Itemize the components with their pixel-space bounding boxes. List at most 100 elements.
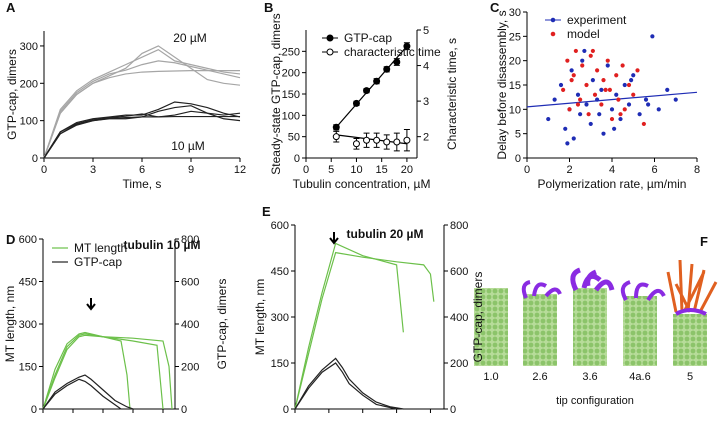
point xyxy=(656,107,661,112)
legend-marker xyxy=(326,48,334,56)
point xyxy=(393,138,401,146)
panel-label: D xyxy=(6,232,15,247)
chart-title: tubulin 10 µM xyxy=(124,238,201,252)
line xyxy=(43,60,241,159)
panel-label: B xyxy=(264,0,273,15)
x-tick-label: 6 xyxy=(651,164,657,176)
y2-tick-label: 400 xyxy=(450,312,468,324)
point xyxy=(332,133,340,141)
point xyxy=(609,116,615,122)
point xyxy=(646,102,651,107)
point xyxy=(607,87,612,92)
point xyxy=(637,112,642,117)
x-tick-label: 20 xyxy=(401,164,413,176)
y-tick-label: 50 xyxy=(288,132,300,144)
point xyxy=(650,34,655,39)
point xyxy=(601,131,606,136)
annotation: 20 µM xyxy=(173,31,207,45)
point xyxy=(561,87,566,92)
point xyxy=(552,97,557,102)
curl xyxy=(620,280,666,302)
x-tick-label: 12 xyxy=(234,164,246,176)
point xyxy=(575,102,581,107)
point xyxy=(629,78,634,83)
point xyxy=(635,68,640,73)
point xyxy=(599,102,604,107)
y-tick-label: 450 xyxy=(19,277,37,289)
point xyxy=(643,97,649,102)
y2-tick-label: 4 xyxy=(423,61,429,73)
chart-title: tubulin 20 µM xyxy=(347,227,424,241)
y2-tick-label: 200 xyxy=(181,362,199,374)
y2-tick-label: 600 xyxy=(181,277,199,289)
legend-label: MT length xyxy=(74,241,127,255)
point xyxy=(592,92,598,97)
point xyxy=(595,68,600,73)
x-tick-label: 9 xyxy=(188,164,194,176)
y2-tick-label: 3 xyxy=(423,96,429,108)
point xyxy=(595,97,600,102)
y2-tick-label: 5 xyxy=(423,25,429,37)
y-axis-label: Steady-state GTP-cap, dimers xyxy=(269,13,283,174)
point xyxy=(575,92,581,97)
point xyxy=(590,78,595,83)
line xyxy=(42,334,173,410)
y2-tick-label: 600 xyxy=(450,266,468,278)
point xyxy=(578,97,583,102)
y-tick-label: 100 xyxy=(282,110,300,122)
point xyxy=(563,126,568,131)
point xyxy=(573,48,578,54)
point xyxy=(363,87,371,95)
point xyxy=(626,102,632,107)
panel-label: C xyxy=(490,0,500,15)
point xyxy=(641,121,646,127)
y2-axis-label: GTP-cap, dimers xyxy=(471,272,485,363)
x-tick-label: 5 xyxy=(328,164,334,176)
y-tick-label: 200 xyxy=(282,68,300,80)
x-axis-label: Tubulin concentration, µM xyxy=(293,177,431,191)
point xyxy=(393,58,401,66)
point xyxy=(571,136,576,141)
point xyxy=(616,97,621,102)
legend-label: model xyxy=(567,27,600,41)
y2-axis-label: Characteristic time, s xyxy=(445,38,459,150)
microtubule xyxy=(474,288,508,366)
y-tick-label: 200 xyxy=(20,78,38,90)
point xyxy=(599,87,604,92)
y-tick-label: 250 xyxy=(282,46,300,58)
y2-tick-label: 0 xyxy=(450,404,456,416)
point xyxy=(571,73,576,78)
point xyxy=(352,140,360,148)
arrow xyxy=(86,298,96,311)
panel-label: A xyxy=(6,0,16,15)
point xyxy=(403,42,411,50)
tip-label: 3.6 xyxy=(582,371,597,383)
legend-label: GTP-cap xyxy=(74,255,122,269)
point xyxy=(373,77,381,85)
legend-marker xyxy=(550,17,556,23)
y-tick-label: 0 xyxy=(32,153,38,165)
x-tick-label: 10 xyxy=(350,164,362,176)
tip-label: 1.0 xyxy=(483,371,498,383)
point xyxy=(597,112,602,117)
point xyxy=(558,82,564,88)
panel-f: F 1.0 2.6 3.6 4a.6 5 tip configuration xyxy=(474,234,718,407)
point xyxy=(383,65,391,73)
legend-label: characteristic time xyxy=(344,45,441,59)
line xyxy=(43,101,241,159)
legend-marker xyxy=(550,31,556,37)
y-tick-label: 150 xyxy=(19,362,37,374)
point xyxy=(673,97,678,102)
y-axis-label: MT length, nm xyxy=(253,279,267,355)
x-tick-label: 8 xyxy=(694,164,700,176)
y2-tick-label: 400 xyxy=(181,319,199,331)
line xyxy=(294,251,435,410)
y-tick-label: 30 xyxy=(509,7,521,19)
point xyxy=(626,82,632,88)
fit-line xyxy=(526,91,698,108)
x-tick-label: 0 xyxy=(524,164,530,176)
point xyxy=(565,141,570,146)
point xyxy=(618,116,623,122)
x-tick-label: 3 xyxy=(90,164,96,176)
